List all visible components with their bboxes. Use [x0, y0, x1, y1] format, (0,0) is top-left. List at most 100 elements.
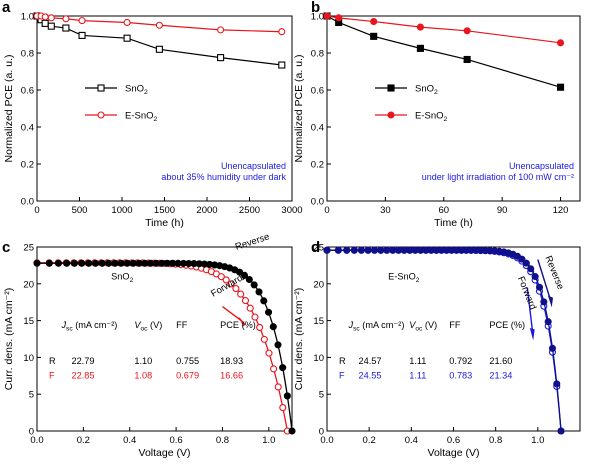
annotation-text: under light irradiation of 100 mW cm⁻² [422, 172, 574, 182]
data-point [62, 15, 70, 23]
parameter-table: Jsc (mA cm⁻²) Voc (V) FF PCE (%) R 22.79 1.10 0… [49, 320, 256, 381]
data-point [416, 44, 424, 52]
table-header-part: oc [141, 325, 149, 332]
table-header-part: J [60, 320, 66, 330]
arrow-shaft [222, 266, 244, 276]
legend-marker [387, 111, 395, 119]
arrow-shaft [526, 287, 534, 332]
jv-curve [37, 262, 289, 432]
legend-label-part: E-SnO [125, 111, 154, 122]
table-cell: 24.57 [359, 356, 382, 366]
table-cell: 1.11 [409, 371, 426, 381]
y-tick-label: 5 [319, 390, 324, 401]
data-point [217, 273, 225, 281]
annotation-text: Unencapsulated [221, 161, 286, 171]
table-cell: 1.08 [134, 371, 152, 381]
data-point [260, 335, 268, 343]
data-point [123, 34, 131, 42]
x-tick-label: 0.6 [169, 435, 182, 446]
data-point [232, 285, 240, 293]
data-point [343, 246, 351, 254]
table-cell: 21.34 [489, 371, 512, 381]
table-header-part: V [134, 320, 141, 330]
table-cell: 1.11 [409, 356, 426, 366]
data-point [78, 31, 86, 39]
x-tick-label: 0 [34, 205, 39, 216]
legend-label-part: 2 [154, 116, 158, 123]
table-header: FF [176, 320, 188, 330]
annotation-text: about 35% humidity under dark [161, 172, 286, 182]
legend-label-part: 2 [434, 89, 438, 96]
data-point [556, 83, 565, 91]
y-tick-label: 15 [23, 316, 34, 327]
table-row-label: R [339, 356, 346, 366]
panel-c: c 0.0 0.2 0.4 0.6 0.8 1.0 0 5 10 15 20 25 Voltage (V)… [2, 231, 296, 459]
table-header-part: J [348, 320, 354, 330]
data-point [274, 341, 282, 349]
data-point [47, 14, 55, 22]
data-point [394, 246, 403, 254]
table-row-label: R [49, 356, 56, 366]
data-point [45, 259, 53, 267]
data-point [323, 12, 331, 20]
legend-label-part: 2 [444, 116, 448, 123]
forward-arrow: Forward [515, 275, 538, 341]
data-point [556, 39, 565, 47]
series-Forward [323, 246, 565, 435]
y-tick-label: 10 [313, 353, 324, 364]
data-point [70, 259, 78, 267]
y-tick-label: 0.4 [311, 123, 324, 134]
arrow-shaft [222, 306, 243, 322]
table-header-part: (V) [422, 320, 437, 330]
data-point [279, 364, 287, 372]
plot-frame [36, 246, 293, 432]
data-point [389, 246, 397, 254]
table-header-part: (mA cm⁻²) [73, 320, 118, 330]
x-tick-label: 2000 [196, 205, 217, 216]
table-header-part: oc [415, 325, 423, 332]
data-point [370, 17, 378, 26]
x-tick-label: 0.2 [77, 435, 90, 446]
y-tick-label: 1.0 [21, 12, 34, 23]
data-point [522, 259, 530, 267]
arrow-head [239, 269, 247, 281]
y-tick-label: 0.6 [21, 86, 34, 97]
x-axis-label: Voltage (V) [428, 447, 480, 459]
data-point [217, 26, 225, 34]
y-tick-label: 1.0 [311, 12, 324, 23]
data-point [269, 323, 277, 331]
table-row-label: F [339, 371, 345, 381]
annotation-text: Unencapsulated [509, 161, 574, 171]
y-tick-label: 25 [313, 243, 324, 254]
x-tick-label: 1000 [111, 205, 132, 216]
data-point [334, 246, 342, 254]
data-point [518, 255, 526, 263]
y-tick-label: 0.2 [21, 160, 34, 171]
data-point [217, 54, 225, 62]
data-point [553, 380, 561, 388]
table-header: FF [449, 320, 461, 330]
data-point [264, 308, 273, 316]
data-point [78, 17, 86, 25]
material-label-part: SnO [111, 271, 129, 281]
data-point [265, 349, 273, 357]
material-label-part: E-SnO [388, 271, 416, 281]
data-point [531, 272, 539, 281]
table-cell: 1.10 [134, 356, 152, 366]
y-tick-label: 0.2 [311, 160, 324, 171]
panel-letter: c [2, 239, 10, 256]
data-point [78, 259, 86, 267]
table-header-part: sc [353, 325, 360, 332]
data-point [463, 55, 471, 64]
data-point [33, 259, 41, 267]
y-tick-label: 25 [23, 243, 34, 254]
data-point [540, 298, 548, 306]
table-header-part: PCE (%) [489, 320, 525, 330]
data-point [123, 18, 131, 27]
data-point [155, 21, 163, 29]
data-point [129, 259, 137, 267]
table-header-part: PCE (%) [220, 320, 256, 330]
data-point [63, 259, 71, 267]
x-axis-label: Time (h) [145, 217, 184, 229]
